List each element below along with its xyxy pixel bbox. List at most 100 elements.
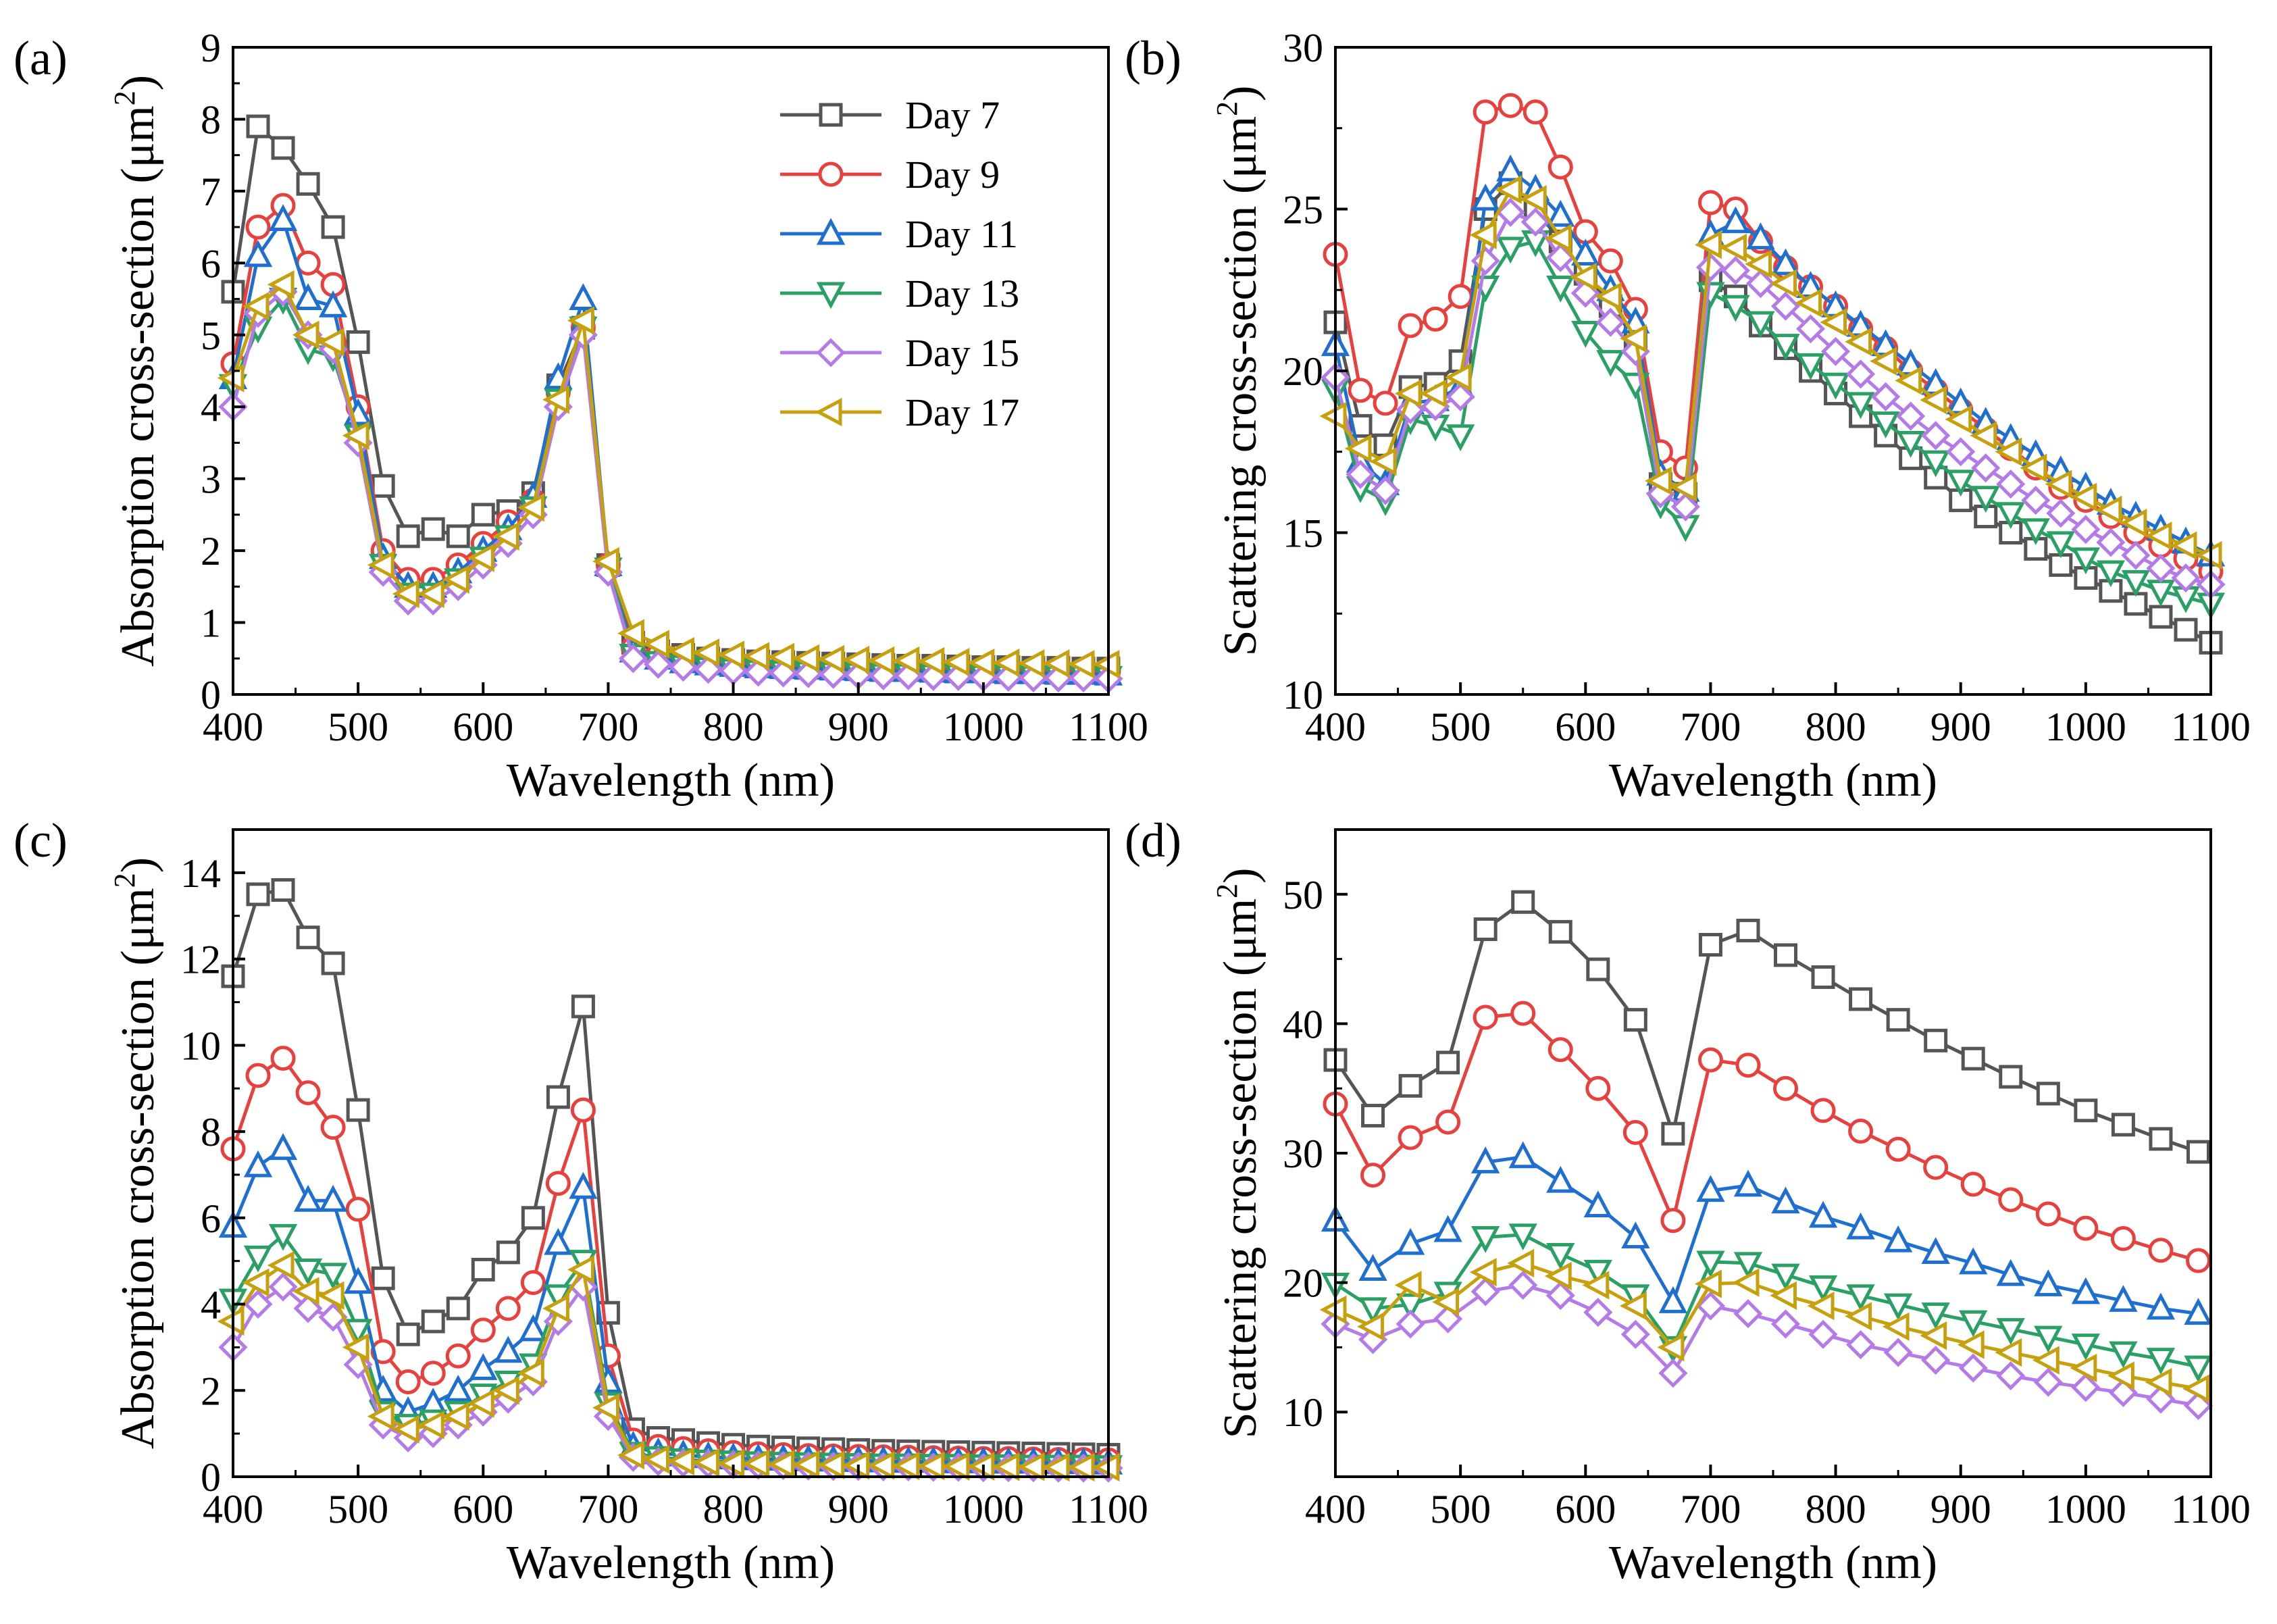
x-tick-label: 800 xyxy=(703,1487,764,1531)
data-point xyxy=(1846,1212,1875,1240)
data-point xyxy=(1360,1163,1386,1188)
data-point xyxy=(1698,933,1722,957)
data-point xyxy=(293,1184,323,1212)
data-point xyxy=(1657,1333,1685,1362)
x-tick-label: 1100 xyxy=(1069,1487,1148,1531)
data-point xyxy=(421,517,445,541)
data-point xyxy=(1583,1190,1612,1218)
data-point xyxy=(1795,288,1822,318)
x-tick-label: 1000 xyxy=(2045,1487,2126,1531)
data-point xyxy=(1896,430,1925,458)
x-tick-label: 1100 xyxy=(2171,705,2251,749)
data-point xyxy=(1733,1252,1763,1279)
data-point xyxy=(245,214,271,240)
data-point xyxy=(242,1268,270,1297)
data-point xyxy=(467,1389,494,1418)
data-point xyxy=(470,1317,496,1343)
data-point xyxy=(1344,434,1372,463)
data-point xyxy=(1845,327,1872,357)
legend-label: Day 15 xyxy=(905,331,1019,375)
legend-label: Day 13 xyxy=(905,272,1019,315)
data-point xyxy=(521,1206,545,1230)
legend-entry: Day 13 xyxy=(780,272,1019,315)
data-point xyxy=(1470,1277,1500,1306)
data-point xyxy=(1523,99,1548,125)
data-point xyxy=(292,320,319,349)
panel-label: (d) xyxy=(1125,813,1181,867)
data-point xyxy=(267,270,295,299)
data-point xyxy=(395,1369,421,1394)
data-point xyxy=(293,283,323,311)
legend-label: Day 7 xyxy=(905,93,1000,137)
y-tick-label: 4 xyxy=(201,385,221,430)
data-point xyxy=(492,1376,519,1405)
data-point xyxy=(2171,563,2201,593)
x-axis-title: Wavelength (nm) xyxy=(507,755,835,807)
data-point xyxy=(1720,233,1747,263)
data-point xyxy=(1946,470,1975,497)
data-point xyxy=(2145,522,2172,551)
data-point xyxy=(1545,1281,1575,1311)
data-point xyxy=(1921,1237,1950,1265)
data-point xyxy=(268,1223,298,1251)
data-point xyxy=(2149,605,2173,629)
data-point xyxy=(717,640,745,669)
data-point xyxy=(1547,154,1573,180)
data-point xyxy=(642,1445,669,1474)
y-axis-title: Absorption cross-section (μm2) xyxy=(108,857,164,1449)
data-point xyxy=(1970,421,1997,450)
data-point xyxy=(2095,495,2122,525)
y-tick-label: 14 xyxy=(180,851,221,896)
y-axis-title: Scattering cross-section (μm2) xyxy=(1210,868,1267,1439)
data-point xyxy=(1358,1254,1387,1281)
data-point xyxy=(318,1263,348,1290)
data-point xyxy=(517,1359,544,1388)
data-point xyxy=(417,579,444,609)
data-point xyxy=(2035,1201,2061,1227)
data-point xyxy=(1821,336,1851,366)
data-point xyxy=(1473,1005,1498,1030)
data-point xyxy=(1582,1271,1610,1300)
data-point xyxy=(1017,1452,1045,1481)
x-tick-label: 1000 xyxy=(943,705,1024,749)
data-point xyxy=(1495,197,1525,227)
data-point xyxy=(446,1296,470,1321)
data-point xyxy=(2074,1098,2098,1123)
data-point xyxy=(2184,1355,2213,1383)
data-point xyxy=(2046,531,2075,559)
data-point xyxy=(1870,347,1897,376)
data-point xyxy=(1394,1271,1422,1300)
data-point xyxy=(942,647,970,677)
data-point xyxy=(1620,1291,1647,1321)
legend-marker xyxy=(816,282,846,309)
legend-marker xyxy=(816,218,846,245)
data-point xyxy=(2045,470,2072,499)
data-point xyxy=(243,1245,273,1273)
data-point xyxy=(1597,248,1623,274)
data-point xyxy=(517,493,544,522)
data-point xyxy=(442,565,469,594)
data-point xyxy=(2071,1334,2101,1361)
data-point xyxy=(1696,1175,1725,1202)
y-tick-label: 5 xyxy=(201,313,221,358)
data-point xyxy=(243,1150,273,1177)
data-point xyxy=(1544,1261,1572,1291)
data-point xyxy=(2049,553,2073,577)
data-point xyxy=(295,1080,321,1106)
data-point xyxy=(1396,1227,1425,1255)
data-point xyxy=(1998,1187,2024,1213)
data-point xyxy=(1820,307,1847,337)
panel-b: 400 500 600 700 800 900 1000 1100 10 15 20 25 30 Wave… xyxy=(1125,26,2251,807)
legend-label: Day 17 xyxy=(905,390,1019,434)
data-point xyxy=(519,1314,548,1342)
data-point xyxy=(268,204,298,231)
data-point xyxy=(1583,1259,1612,1287)
data-point xyxy=(1921,1302,1950,1329)
legend-label: Day 11 xyxy=(905,212,1018,256)
data-point xyxy=(1771,1263,1800,1291)
x-tick-label: 700 xyxy=(1680,705,1741,749)
x-tick-label: 800 xyxy=(703,705,764,749)
data-point xyxy=(1623,1008,1647,1032)
data-point xyxy=(1745,249,1772,279)
y-tick-label: 12 xyxy=(180,938,221,982)
